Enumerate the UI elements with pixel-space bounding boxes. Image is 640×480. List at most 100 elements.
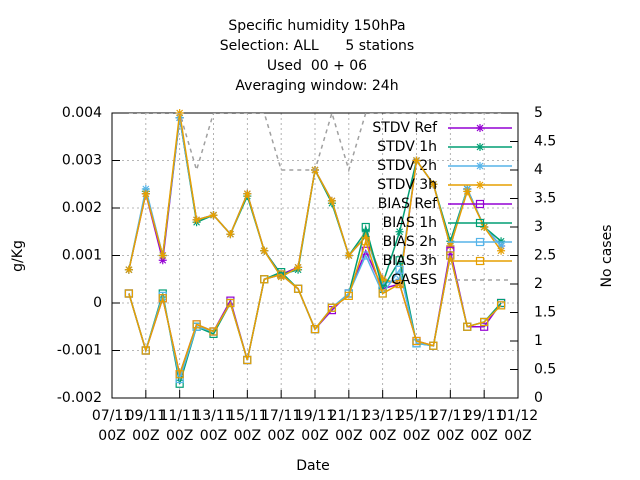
- marker: [277, 270, 286, 279]
- legend-label: STDV 2h: [377, 158, 437, 174]
- legend-label: STDV 1h: [377, 139, 437, 155]
- y-axis-label: g/Kg: [10, 240, 26, 272]
- marker: [141, 185, 150, 193]
- marker: [344, 251, 353, 260]
- y-tick-label: -0.002: [57, 390, 102, 406]
- marker: [476, 162, 484, 170]
- marker: [361, 232, 370, 241]
- marker: [496, 301, 506, 310]
- marker: [446, 246, 455, 255]
- plot-border: [111, 112, 519, 399]
- marker: [327, 196, 336, 205]
- x-tick-label: 15/11 00Z: [227, 408, 267, 444]
- x-tick-label: 19/11 00Z: [295, 408, 335, 444]
- y2-tick-label: 0.5: [534, 362, 556, 378]
- marker: [480, 223, 489, 231]
- x-tick-label: 13/11 00Z: [193, 408, 233, 444]
- y-tick-label: 0: [93, 295, 102, 311]
- y2-tick-label: 4: [534, 162, 543, 178]
- y-tick-label: 0.004: [62, 105, 102, 121]
- marker: [497, 246, 506, 255]
- marker: [476, 181, 484, 189]
- legend-label: BIAS Ref: [378, 196, 438, 212]
- y2-tick-label: 1.5: [534, 305, 556, 321]
- marker: [476, 143, 484, 151]
- y2-axis-label: No cases: [599, 225, 615, 288]
- marker: [412, 156, 421, 165]
- marker: [124, 289, 134, 298]
- y-tick-label: 0.001: [62, 248, 102, 264]
- marker: [361, 237, 370, 246]
- marker: [158, 256, 167, 265]
- series-line: [128, 113, 502, 173]
- legend-label: BIAS 1h: [383, 215, 437, 231]
- marker: [497, 242, 506, 250]
- marker: [361, 227, 370, 236]
- marker: [209, 211, 218, 220]
- marker: [293, 284, 303, 293]
- marker: [378, 275, 387, 284]
- y2-tick-label: 2: [534, 276, 543, 292]
- marker: [141, 346, 150, 355]
- marker: [277, 272, 286, 281]
- marker: [378, 280, 387, 288]
- chart-subtitle: Selection: ALL 5 stations: [220, 38, 414, 54]
- marker: [310, 325, 320, 334]
- x-tick-label: 01/12 00Z: [498, 408, 538, 444]
- marker: [192, 215, 201, 224]
- legend-label: CASES: [391, 272, 437, 288]
- chart-subtitle: Averaging window: 24h: [235, 78, 398, 94]
- marker: [327, 303, 337, 312]
- chart-subtitle: Used 00 + 06: [267, 58, 367, 74]
- marker: [124, 265, 133, 274]
- marker: [463, 187, 472, 196]
- y-tick-label: 0.002: [62, 200, 102, 216]
- x-tick-label: 07/11 00Z: [92, 408, 132, 444]
- x-tick-label: 21/11 00Z: [329, 408, 369, 444]
- legend-label: BIAS 2h: [383, 234, 437, 250]
- marker: [141, 189, 150, 198]
- marker: [475, 199, 485, 209]
- marker: [475, 218, 485, 228]
- marker: [344, 291, 353, 300]
- marker: [378, 289, 387, 298]
- marker: [175, 370, 184, 379]
- marker: [480, 317, 489, 327]
- marker: [294, 263, 303, 272]
- marker: [476, 124, 484, 132]
- marker: [192, 320, 201, 329]
- marker: [260, 275, 269, 284]
- y-tick-label: 0.003: [62, 153, 102, 169]
- chart-title: Specific humidity 150hPa: [228, 18, 405, 34]
- x-tick-label: 23/11 00Z: [362, 408, 402, 444]
- x-tick-label: 25/11 00Z: [396, 408, 436, 444]
- x-axis-label: Date: [296, 458, 329, 474]
- marker: [412, 336, 421, 346]
- marker: [429, 180, 438, 189]
- y2-tick-label: 0: [534, 390, 543, 406]
- marker: [158, 251, 167, 260]
- y2-tick-label: 4.5: [534, 134, 556, 150]
- y2-tick-label: 2.5: [534, 248, 556, 264]
- marker: [395, 256, 404, 265]
- y2-tick-label: 5: [534, 105, 543, 121]
- x-tick-label: 29/11 00Z: [464, 408, 504, 444]
- y2-tick-label: 3.5: [534, 191, 556, 207]
- x-tick-label: 09/11 00Z: [126, 408, 166, 444]
- marker: [395, 265, 404, 274]
- y2-tick-label: 3: [534, 219, 543, 235]
- x-tick-label: 27/11 00Z: [430, 408, 470, 444]
- marker: [446, 242, 455, 250]
- legend-label: STDV Ref: [372, 120, 438, 136]
- marker: [429, 341, 438, 350]
- marker: [243, 355, 252, 365]
- marker: [209, 327, 218, 336]
- marker: [475, 256, 485, 266]
- x-tick-label: 17/11 00Z: [261, 408, 301, 444]
- marker: [480, 322, 489, 331]
- marker: [226, 298, 235, 308]
- marker: [158, 294, 167, 303]
- marker: [463, 322, 472, 331]
- marker: [226, 230, 235, 239]
- marker: [260, 246, 269, 255]
